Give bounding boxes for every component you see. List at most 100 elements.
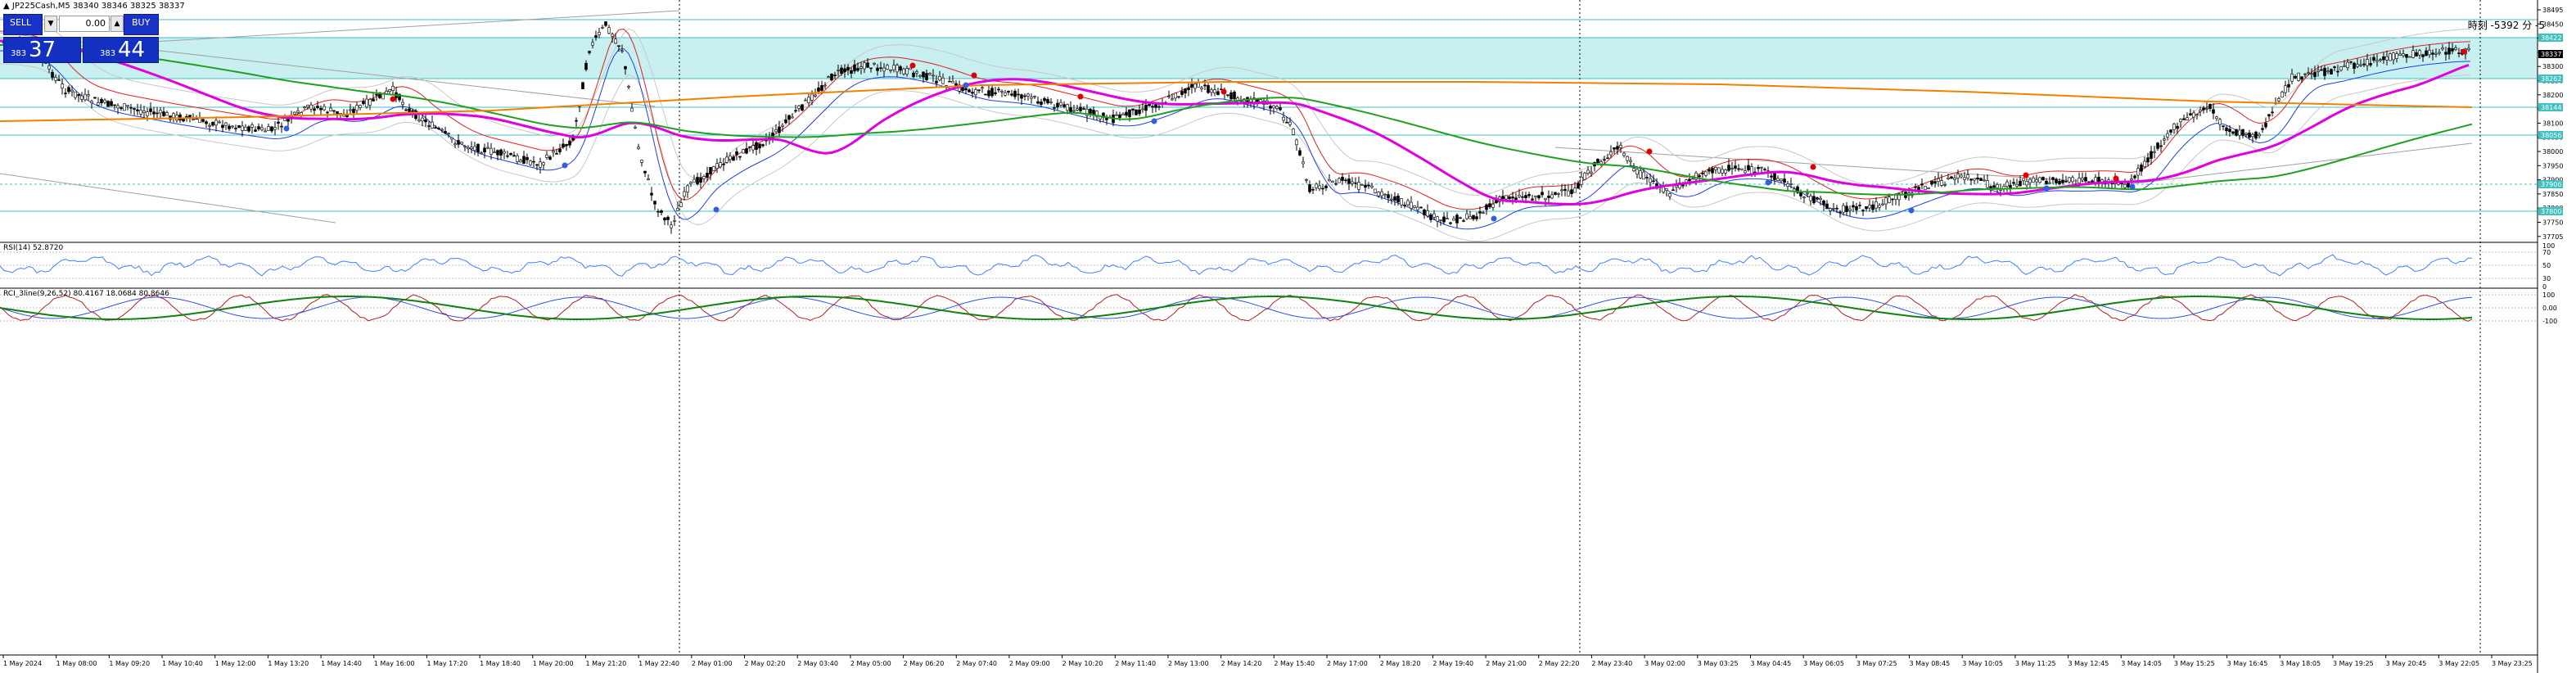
candle-body xyxy=(869,67,873,70)
candle-body xyxy=(1760,166,1763,169)
candle-body xyxy=(476,143,480,153)
ask-price[interactable]: 383 44 xyxy=(83,37,159,63)
candle-body xyxy=(2179,119,2182,123)
candle-body xyxy=(2356,64,2359,67)
candle-body xyxy=(1855,206,1858,210)
candle-body xyxy=(1318,185,1321,189)
candle-body xyxy=(1557,193,1560,195)
bid-price[interactable]: 383 37 xyxy=(3,37,81,63)
candle-body xyxy=(309,104,313,110)
volume-down-button[interactable]: ▼ xyxy=(44,16,57,32)
candle-body xyxy=(1023,95,1026,97)
candle-body xyxy=(2372,56,2375,61)
candle-body xyxy=(463,146,467,147)
rci-label: RCI_3line(9,26,52) 80.4167 18.0684 80.86… xyxy=(3,290,169,298)
signal-dot xyxy=(2129,183,2136,190)
candle-body xyxy=(2238,129,2241,136)
trendline[interactable] xyxy=(0,173,336,224)
candle-body xyxy=(1960,174,1963,178)
candle-body xyxy=(1825,203,1829,210)
candle-body xyxy=(830,73,833,81)
candle-body xyxy=(440,129,444,131)
candle-body xyxy=(873,62,876,65)
candle-body xyxy=(1341,176,1344,181)
trendline[interactable] xyxy=(2127,142,2473,185)
price-tick-label: 38450 xyxy=(2542,20,2563,28)
candle-body xyxy=(264,130,267,133)
candle-body xyxy=(745,148,748,154)
candle-body xyxy=(1089,108,1092,114)
candle-body xyxy=(568,140,571,146)
candle-body xyxy=(1485,204,1488,210)
volume-up-button[interactable]: ▲ xyxy=(111,16,124,32)
candle-body xyxy=(2212,109,2215,114)
time-tick-label: 1 May 20:00 xyxy=(533,660,574,667)
candle-body xyxy=(427,125,431,127)
candle-body xyxy=(2120,183,2123,185)
time-tick-label: 1 May 12:00 xyxy=(215,660,256,667)
candle-body xyxy=(51,71,54,78)
level-label: 38422 xyxy=(2541,34,2561,42)
signal-dot xyxy=(1491,215,1497,222)
volume-input[interactable]: 0.00 xyxy=(59,16,110,32)
candle-body xyxy=(1324,185,1328,188)
candle-body xyxy=(827,76,830,79)
candle-body xyxy=(2457,52,2461,55)
candle-body xyxy=(1468,215,1472,219)
candle-body xyxy=(247,126,250,132)
candle-body xyxy=(715,163,719,169)
candle-body xyxy=(801,104,804,111)
candle-body xyxy=(712,166,715,171)
candle-body xyxy=(1989,186,1992,188)
price-tick-label: 37850 xyxy=(2542,191,2563,198)
candle-body xyxy=(110,101,113,106)
candle-body xyxy=(2097,176,2100,182)
candle-body xyxy=(1416,206,1419,210)
candle-body xyxy=(1056,102,1059,108)
candle-body xyxy=(938,75,941,81)
candle-body xyxy=(591,42,594,46)
candle-body xyxy=(228,125,231,129)
candle-body xyxy=(2467,47,2470,50)
candle-body xyxy=(1367,184,1370,187)
candle-body xyxy=(1308,184,1311,192)
price-tick-label: 38200 xyxy=(2542,92,2563,99)
signal-dot xyxy=(1151,118,1157,124)
candle-body xyxy=(1203,84,1207,87)
candle-body xyxy=(1374,188,1377,193)
candle-body xyxy=(2159,145,2163,147)
candle-body xyxy=(2091,180,2094,183)
candle-body xyxy=(286,119,290,122)
candle-body xyxy=(106,101,110,107)
level-label-bg xyxy=(2538,207,2563,215)
time-tick-label: 1 May 14:40 xyxy=(321,660,362,667)
candle-body xyxy=(2405,54,2408,58)
candle-body xyxy=(349,109,352,111)
time-tick-label: 2 May 19:40 xyxy=(1432,660,1473,667)
candle-body xyxy=(539,161,542,168)
candle-body xyxy=(90,101,93,103)
candle-body xyxy=(1969,178,1973,181)
candle-body xyxy=(398,93,401,101)
sell-button[interactable]: SELL xyxy=(3,14,43,35)
candle-body xyxy=(391,85,395,91)
candle-body xyxy=(283,118,286,121)
timer-label: 時刻 -5392 分 -5 xyxy=(2467,20,2545,31)
candle-body xyxy=(2176,125,2179,129)
candle-body xyxy=(761,144,765,147)
candle-body xyxy=(1085,108,1089,116)
candle-body xyxy=(925,73,928,80)
candle-body xyxy=(922,71,925,78)
candle-body xyxy=(313,108,316,111)
candle-body xyxy=(1524,195,1527,199)
candle-body xyxy=(165,112,169,116)
candle-body xyxy=(1413,206,1416,208)
buy-button[interactable]: BUY xyxy=(124,14,159,35)
candle-body xyxy=(634,126,637,129)
candle-body xyxy=(562,143,565,147)
candle-body xyxy=(689,182,692,184)
candle-body xyxy=(2408,56,2411,58)
candle-body xyxy=(1511,196,1514,199)
